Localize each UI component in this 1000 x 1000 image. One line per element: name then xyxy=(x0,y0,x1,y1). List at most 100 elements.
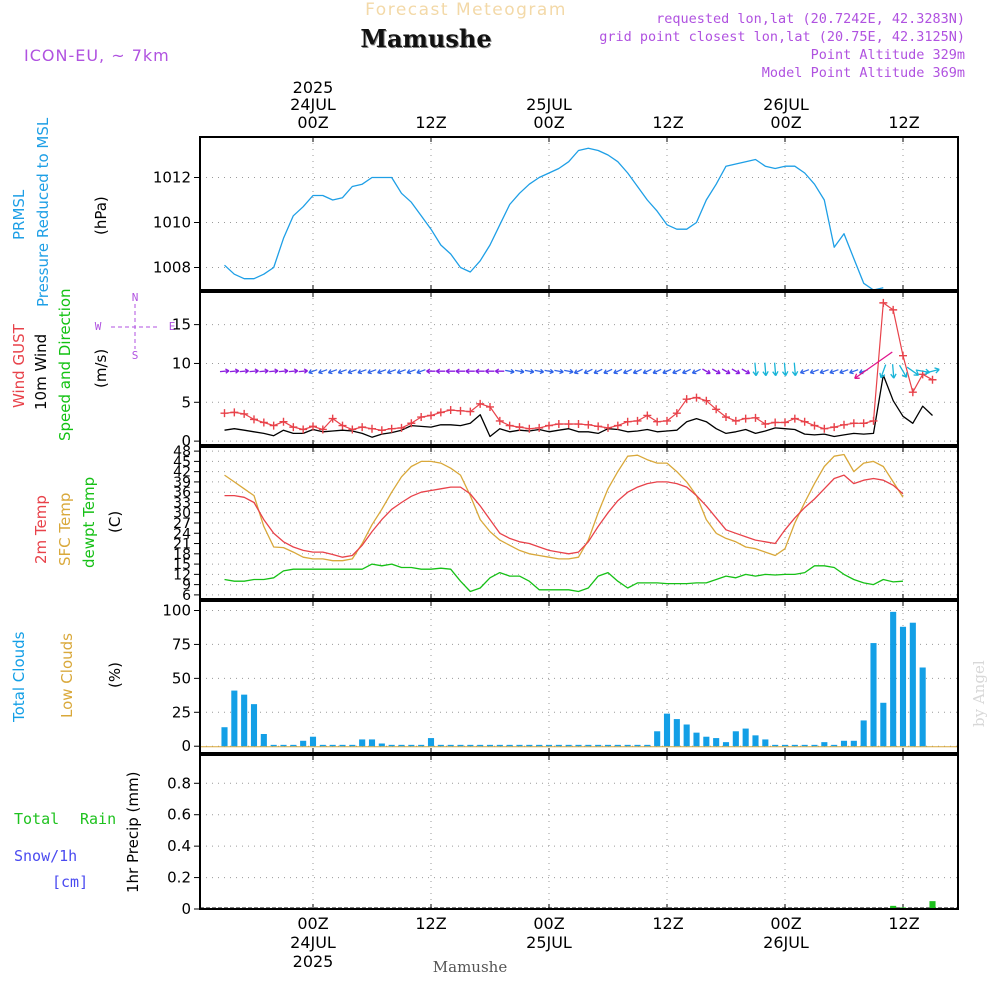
wind-speed-line-tail xyxy=(882,374,933,424)
wind-gust-label: Wind GUST xyxy=(10,323,28,408)
total-cloud-bar xyxy=(467,744,474,747)
location-title-shadow: Mamushe xyxy=(361,25,492,54)
cloud-unit: (%) xyxy=(106,662,124,688)
wind-direction-arrow xyxy=(662,368,672,375)
total-cloud-bar xyxy=(703,736,710,747)
wind-direction-arrow xyxy=(229,368,240,374)
total-cloud-bar xyxy=(585,744,592,747)
top-date-24jul: 24JUL xyxy=(290,95,336,114)
y-tick-label: 0 xyxy=(181,432,191,450)
wind-gust-marker xyxy=(653,417,662,426)
total-cloud-bar xyxy=(408,744,415,747)
wind-gust-marker xyxy=(377,426,386,435)
wind-gust-marker xyxy=(407,419,416,428)
total-cloud-bar xyxy=(919,667,926,747)
precipitation-panel-frame xyxy=(199,754,959,910)
compass-north: N xyxy=(132,291,139,304)
wind-gust-line-tail xyxy=(882,302,933,393)
y-tick-label: 0.6 xyxy=(167,806,191,824)
model-altitude: Model Point Altitude 369m xyxy=(762,65,965,81)
wind-direction-arrow xyxy=(377,369,387,375)
total-cloud-bar xyxy=(496,744,503,747)
wind-direction-arrow xyxy=(308,369,318,375)
total-cloud-bar xyxy=(713,738,720,747)
wind-gust-marker xyxy=(623,417,632,426)
wind-gust-marker xyxy=(594,422,603,431)
y-tick-label: 1012 xyxy=(153,169,191,187)
wind-gust-marker xyxy=(840,420,848,429)
wind-direction-arrow xyxy=(298,368,309,374)
total-cloud-bar xyxy=(683,724,690,747)
bottom-date-24jul: 24JUL xyxy=(290,933,336,952)
wind-direction-arrow xyxy=(514,368,525,375)
wind-direction-arrow xyxy=(278,368,289,374)
wind-direction-arrow xyxy=(406,369,416,375)
wind-gust-marker xyxy=(368,424,376,433)
total-cloud-bar xyxy=(545,744,553,747)
total-cloud-bar xyxy=(250,704,258,747)
top-time-axis: 2025 24JUL 25JUL 26JUL 00Z 12Z 00Z 12Z 0… xyxy=(290,78,920,132)
wind-gust-marker xyxy=(299,425,308,434)
total-cloud-bar xyxy=(624,744,631,747)
wind-gust-marker xyxy=(712,405,721,414)
wind-direction-arrow xyxy=(829,369,839,375)
total-cloud-bar xyxy=(565,744,572,747)
wind-direction-arrow xyxy=(259,368,269,374)
wind-gust-marker xyxy=(230,408,239,417)
top-hour-label: 00Z xyxy=(533,113,564,132)
temp-2m-line xyxy=(224,474,904,558)
total-cloud-bar xyxy=(732,731,739,747)
y-tick-label: 50 xyxy=(172,669,191,687)
total-cloud-bar xyxy=(604,744,612,747)
total-cloud-bar xyxy=(811,744,818,747)
wind-direction-arrow xyxy=(347,369,357,375)
total-cloud-bar xyxy=(909,622,916,747)
total-cloud-bar xyxy=(801,744,808,747)
total-cloud-bar xyxy=(427,738,435,747)
wind-direction-arrow xyxy=(288,368,299,374)
wind-gust-marker xyxy=(751,413,760,422)
wind-gust-marker xyxy=(417,413,426,422)
wind-direction-arrow xyxy=(781,362,789,377)
wind-direction-arrow xyxy=(573,368,583,375)
total-cloud-bar xyxy=(575,744,582,747)
wind-gust-marker xyxy=(633,416,642,425)
wind-direction-arrow xyxy=(721,368,731,375)
total-cloud-bar xyxy=(614,744,621,747)
total-cloud-bar xyxy=(516,744,523,747)
wind-direction-arrow xyxy=(603,368,613,375)
total-cloud-bar xyxy=(231,690,238,747)
total-cloud-bar xyxy=(722,742,730,747)
wind-gust-marker xyxy=(889,305,898,314)
wind-gust-marker xyxy=(456,406,465,415)
bottom-date-25jul: 25JUL xyxy=(526,933,572,952)
gridpoint-coords: grid point closest lon,lat (20.75E, 42.3… xyxy=(599,29,965,45)
requested-coords: requested lon,lat (20.7242E, 42.3283N) xyxy=(656,11,965,27)
wind-gust-marker xyxy=(486,402,494,411)
total-cloud-bar xyxy=(506,744,513,747)
top-hour-label: 12Z xyxy=(652,113,683,132)
wind-gust-marker xyxy=(800,417,809,426)
wind-gust-marker xyxy=(731,416,740,425)
total-cloud-bar xyxy=(840,740,848,747)
wind-direction-arrow xyxy=(613,368,623,375)
total-cloud-bar xyxy=(772,744,779,747)
wind-direction-arrow xyxy=(426,368,436,374)
wind-direction-arrow xyxy=(925,367,940,374)
top-hour-label: 00Z xyxy=(297,113,328,132)
wind-direction-arrow xyxy=(839,369,849,375)
wind-direction-arrow xyxy=(337,369,347,375)
top-date-26jul: 26JUL xyxy=(763,95,809,114)
total-cloud-bar xyxy=(359,739,366,747)
wind-gust-marker xyxy=(545,421,553,430)
wind-direction-arrow xyxy=(475,368,485,374)
wind-direction-arrow xyxy=(435,368,446,374)
total-cloud-bar xyxy=(526,744,533,747)
wind-direction-arrow xyxy=(583,368,593,375)
wind-gust-marker xyxy=(446,406,455,415)
sfc-temp-line xyxy=(224,453,904,562)
temp-2m-label: 2m Temp xyxy=(32,495,50,564)
bottom-hour-label: 12Z xyxy=(888,914,919,933)
wind-gust-marker xyxy=(259,418,268,427)
